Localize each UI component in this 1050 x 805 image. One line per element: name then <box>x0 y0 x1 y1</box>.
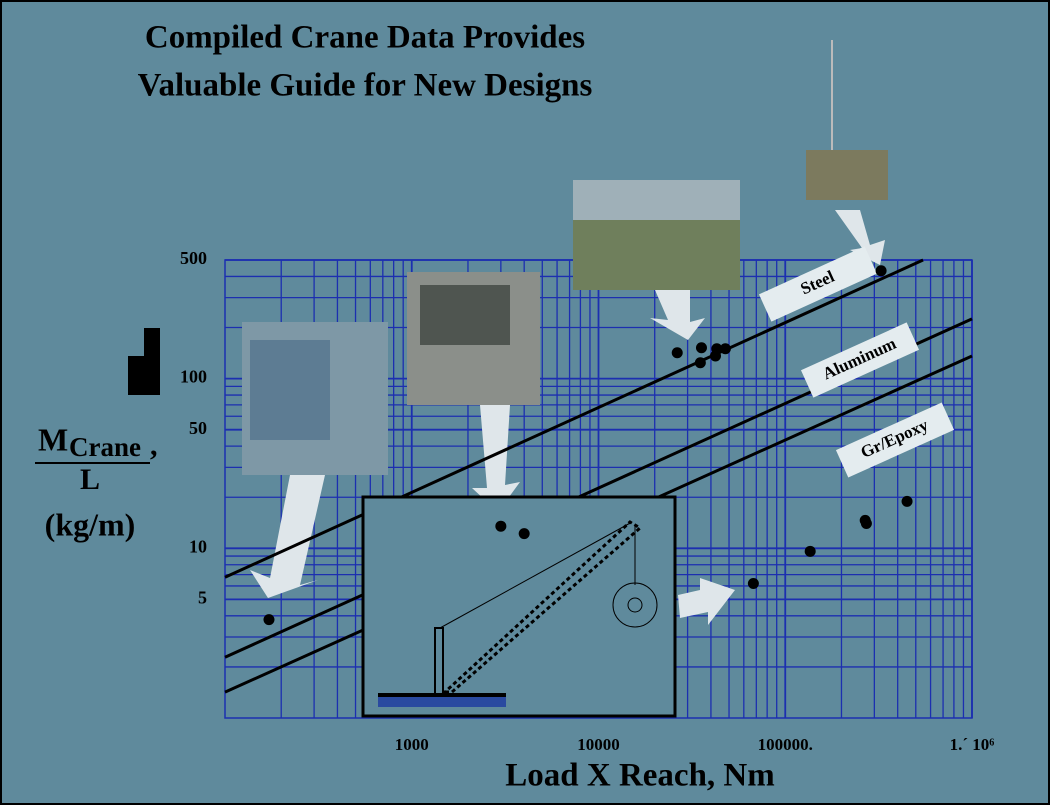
title-line: Compiled Crane Data Provides <box>145 20 585 56</box>
y-label-unit: (kg/m) <box>45 506 136 542</box>
cable <box>439 521 633 629</box>
data-point <box>719 343 731 355</box>
axis-labels: Load X Reach, Nm M Crane , L (kg/m) <box>35 421 775 794</box>
x-tick-label: 10000 <box>577 735 620 754</box>
x-axis-label: Load X Reach, Nm <box>505 758 775 794</box>
arrow <box>250 475 325 598</box>
arrow <box>678 578 735 625</box>
y-tick-label: 100 <box>180 367 207 387</box>
scale-icon-cut <box>128 328 144 356</box>
data-point <box>711 343 723 355</box>
x-tick-label: 100000. <box>758 735 813 754</box>
arrows <box>250 210 885 625</box>
data-point <box>804 545 816 557</box>
data-point <box>901 495 913 507</box>
data-point <box>875 265 887 277</box>
y-label-subscript: Crane <box>69 432 141 462</box>
y-label-numerator: M <box>38 421 68 457</box>
mast <box>434 627 444 696</box>
data-point <box>695 342 707 354</box>
boom <box>441 520 643 694</box>
photos <box>242 40 888 475</box>
data-points <box>263 265 913 626</box>
photo-detail <box>250 340 330 440</box>
arrow <box>835 210 885 265</box>
data-point <box>518 528 530 540</box>
crane-diagram <box>361 495 677 718</box>
photo-detail <box>420 285 510 345</box>
design-line <box>224 258 924 579</box>
y-tick-label: 5 <box>198 588 207 608</box>
arrow <box>650 290 705 340</box>
label-banner <box>835 402 955 478</box>
data-point <box>671 347 683 359</box>
ground <box>378 697 506 707</box>
x-tick-label: 1000 <box>395 735 429 754</box>
data-point <box>694 357 706 369</box>
y-label-separator: , <box>150 429 158 462</box>
y-tick-label: 500 <box>180 248 207 268</box>
y-tick-label: 50 <box>189 418 207 438</box>
label-banner <box>800 322 920 398</box>
y-label-denominator: L <box>80 463 100 496</box>
title-line: Valuable Guide for New Designs <box>138 68 593 104</box>
data-point <box>747 578 759 590</box>
photo <box>806 150 888 200</box>
load <box>612 582 658 628</box>
data-point <box>860 518 872 530</box>
arrow <box>472 405 520 512</box>
x-tick-label: 1.´ 10⁶ <box>950 735 995 754</box>
photo-detail <box>573 180 740 220</box>
label-banner <box>758 246 878 322</box>
data-point <box>495 520 507 532</box>
load-center <box>627 597 643 613</box>
data-point <box>263 614 275 626</box>
y-tick-label: 10 <box>189 536 207 556</box>
